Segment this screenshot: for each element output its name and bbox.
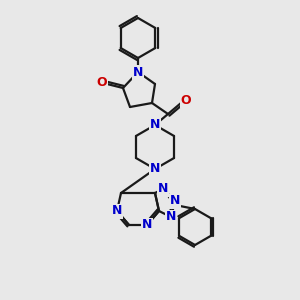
Text: N: N: [133, 65, 143, 79]
Text: N: N: [150, 163, 160, 176]
Text: N: N: [150, 118, 160, 131]
Text: N: N: [158, 182, 168, 196]
Text: N: N: [112, 205, 122, 218]
Text: N: N: [170, 194, 180, 208]
Text: O: O: [97, 76, 107, 89]
Text: N: N: [142, 218, 152, 232]
Text: N: N: [166, 211, 176, 224]
Text: O: O: [181, 94, 191, 106]
